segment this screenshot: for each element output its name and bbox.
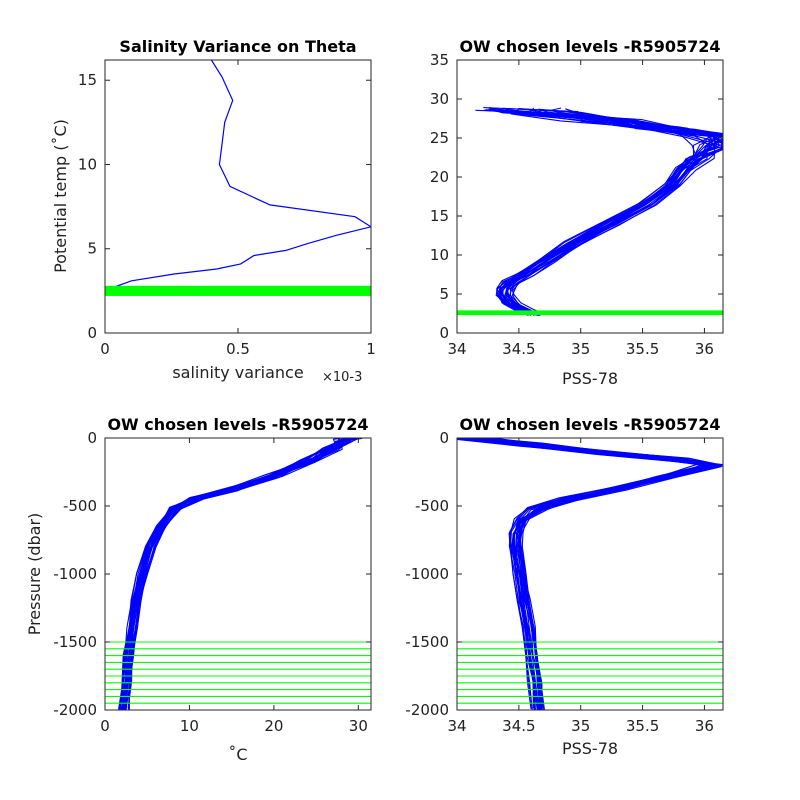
panel-3-xlabel: ˚C xyxy=(228,745,247,764)
x-tick-label: 35.5 xyxy=(626,340,659,358)
y-tick-label: -1000 xyxy=(53,565,97,583)
y-tick-label: 35 xyxy=(430,51,449,69)
profile-line xyxy=(463,438,710,710)
panel-3-data xyxy=(105,438,371,710)
panel-1-ylabel: Potential temp (˚C) xyxy=(51,119,70,273)
profile-line xyxy=(122,438,347,709)
profile-line xyxy=(506,108,723,315)
x-tick-label: 0.5 xyxy=(226,340,250,358)
panel-2-title: OW chosen levels -R5905724 xyxy=(459,37,720,56)
panel-2-axes xyxy=(456,59,724,334)
panel-1-xlabel-exponent: ×10-3 xyxy=(322,370,362,385)
x-tick-label: 0 xyxy=(100,340,110,358)
panel-1-title: Salinity Variance on Theta xyxy=(119,37,356,56)
variance-line xyxy=(112,60,371,289)
panel-2-xlabel: PSS-78 xyxy=(562,369,618,388)
panel-3-ticks: 0 10 20 30 -2000 -1500 -1000 -500 0 xyxy=(53,429,371,735)
y-tick-label: -1500 xyxy=(53,633,97,651)
y-tick-label: -500 xyxy=(415,497,449,515)
panel-4-ticks: 34 34.5 35 35.5 36 -2000 -1500 -1000 -500 0 xyxy=(405,429,723,735)
y-tick-label: 0 xyxy=(439,429,449,447)
panel-1-xlabel: salinity variance xyxy=(172,363,303,382)
y-tick-label: 30 xyxy=(430,90,449,108)
panel-salinity-pressure: 34 34.5 35 35.5 36 -2000 -1500 -1000 -500 0 OW ch… xyxy=(405,415,724,758)
y-tick-label: 10 xyxy=(78,155,97,173)
panel-1-data xyxy=(105,60,371,296)
y-tick-label: 5 xyxy=(87,240,97,258)
panel-2-ticks: 34 34.5 35 35.5 36 0 5 10 15 20 25 30 35 xyxy=(430,51,723,358)
y-tick-label: -500 xyxy=(63,497,97,515)
x-tick-label: 36 xyxy=(695,340,714,358)
profile-line xyxy=(497,109,723,316)
chosen-theta-band xyxy=(457,310,723,316)
x-tick-label: 35.5 xyxy=(626,717,659,735)
y-tick-label: 15 xyxy=(78,71,97,89)
x-tick-label: 34 xyxy=(447,340,466,358)
y-tick-label: -1500 xyxy=(405,633,449,651)
panel-3-title: OW chosen levels -R5905724 xyxy=(107,415,368,434)
x-tick-label: 34 xyxy=(447,717,466,735)
y-tick-label: 25 xyxy=(430,129,449,147)
y-tick-label: 0 xyxy=(87,324,97,342)
x-tick-label: 34.5 xyxy=(502,717,535,735)
x-tick-label: 1 xyxy=(366,340,376,358)
panel-4-data xyxy=(457,438,723,710)
y-tick-label: -2000 xyxy=(405,701,449,719)
y-tick-label: -2000 xyxy=(53,701,97,719)
chosen-theta-band xyxy=(105,285,371,296)
panel-2-data xyxy=(457,107,723,317)
profile-line xyxy=(477,438,722,710)
panel-4-title: OW chosen levels -R5905724 xyxy=(459,415,720,434)
x-tick-label: 10 xyxy=(180,717,199,735)
x-tick-label: 34.5 xyxy=(502,340,535,358)
x-tick-label: 20 xyxy=(264,717,283,735)
x-tick-label: 35 xyxy=(571,340,590,358)
y-tick-label: 20 xyxy=(430,168,449,186)
profile-line xyxy=(121,438,354,710)
y-tick-label: 15 xyxy=(430,207,449,225)
panel-4-xlabel: PSS-78 xyxy=(562,739,618,758)
panel-theta-salinity: 34 34.5 35 35.5 36 0 5 10 15 20 25 30 35 OW chosen l… xyxy=(430,37,724,388)
x-tick-label: 30 xyxy=(349,717,368,735)
profile-line xyxy=(472,438,714,710)
y-tick-label: 0 xyxy=(87,429,97,447)
panel-3-ylabel: Pressure (dbar) xyxy=(25,513,44,636)
y-tick-label: 0 xyxy=(439,324,449,342)
x-tick-label: 36 xyxy=(695,717,714,735)
panel-temperature-pressure: 0 10 20 30 -2000 -1500 -1000 -500 0 OW chosen le… xyxy=(25,415,372,764)
x-tick-label: 35 xyxy=(571,717,590,735)
y-tick-label: 5 xyxy=(439,285,449,303)
y-tick-label: 10 xyxy=(430,246,449,264)
x-tick-label: 0 xyxy=(100,717,110,735)
y-tick-label: -1000 xyxy=(405,565,449,583)
